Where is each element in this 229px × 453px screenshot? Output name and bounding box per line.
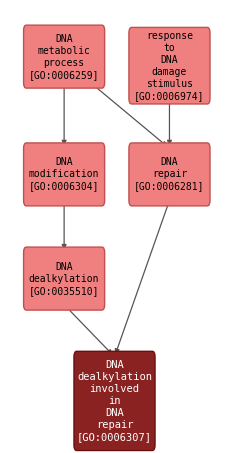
FancyBboxPatch shape <box>24 143 105 206</box>
FancyBboxPatch shape <box>24 247 105 310</box>
Text: response
to
DNA
damage
stimulus
[GO:0006974]: response to DNA damage stimulus [GO:0006… <box>134 31 205 101</box>
Text: DNA
modification
[GO:0006304]: DNA modification [GO:0006304] <box>29 157 99 192</box>
FancyBboxPatch shape <box>129 27 210 104</box>
Text: DNA
dealkylation
involved
in
DNA
repair
[GO:0006307]: DNA dealkylation involved in DNA repair … <box>77 360 152 442</box>
Text: DNA
metabolic
process
[GO:0006259]: DNA metabolic process [GO:0006259] <box>29 34 99 80</box>
Text: DNA
dealkylation
[GO:0035510]: DNA dealkylation [GO:0035510] <box>29 261 99 296</box>
Text: DNA
repair
[GO:0006281]: DNA repair [GO:0006281] <box>134 157 205 192</box>
FancyBboxPatch shape <box>129 143 210 206</box>
FancyBboxPatch shape <box>74 352 155 450</box>
FancyBboxPatch shape <box>24 25 105 88</box>
